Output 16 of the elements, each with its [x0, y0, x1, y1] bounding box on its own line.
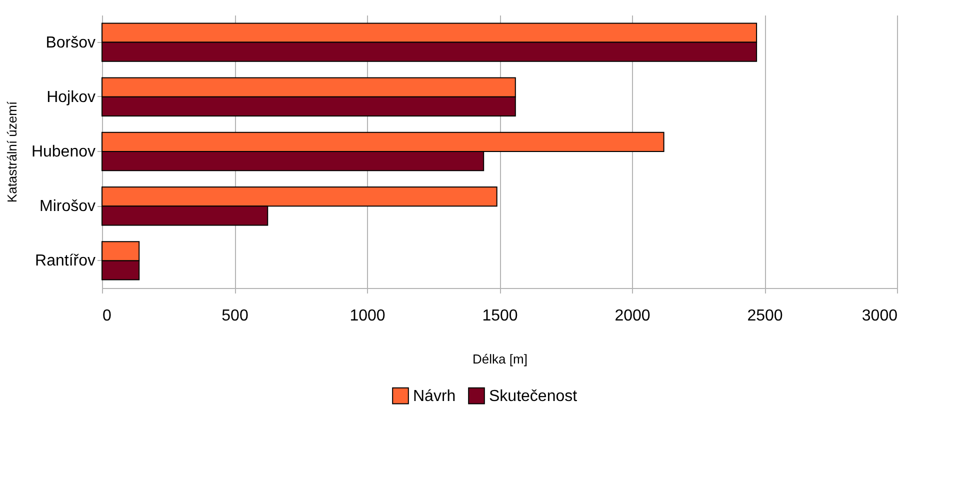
x-tick-label: 500: [222, 308, 248, 324]
x-tick-label: 1500: [482, 308, 518, 324]
legend-label: Skutečenost: [489, 388, 578, 405]
y-tick-label: Hojkov: [46, 88, 96, 106]
y-tick-label: Hubenov: [31, 144, 96, 160]
y-axis-title: Katastrální území: [4, 101, 20, 203]
x-axis-title: Délka [m]: [472, 352, 528, 366]
x-tick-label: 1000: [350, 308, 386, 324]
x-tick-label: 3000: [862, 308, 898, 324]
x-tick-label: 0: [102, 308, 112, 324]
x-tick-label: 2500: [747, 308, 783, 324]
y-tick-label: Rantířov: [35, 252, 96, 270]
y-tick-label: Boršov: [46, 34, 96, 52]
legend-label: Návrh: [413, 388, 456, 405]
x-tick-label: 2000: [614, 308, 650, 324]
y-tick-label: Mirošov: [39, 198, 96, 216]
